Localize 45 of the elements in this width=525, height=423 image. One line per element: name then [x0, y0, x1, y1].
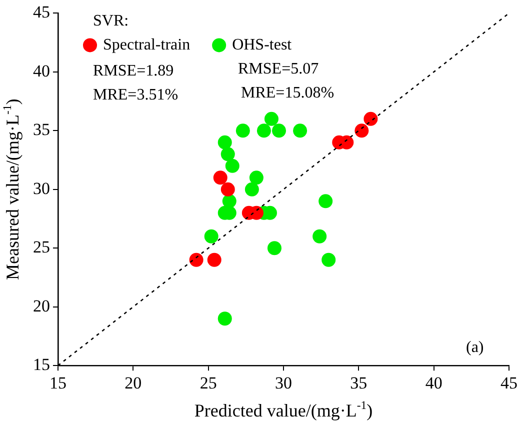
point — [236, 124, 250, 138]
x-tick-label: 15 — [50, 373, 66, 392]
legend-label: OHS-test — [232, 36, 292, 54]
annotation: RMSE=5.07 — [238, 60, 319, 78]
y-tick-label: 15 — [33, 355, 50, 374]
point — [318, 194, 333, 208]
point — [218, 135, 232, 150]
point — [218, 312, 232, 326]
point — [293, 124, 308, 138]
point — [267, 241, 282, 256]
y-tick-label: 25 — [33, 238, 50, 257]
point — [213, 170, 228, 185]
point — [354, 124, 369, 138]
point — [204, 229, 218, 244]
x-tick-label: 25 — [200, 373, 217, 392]
y-tick-label: 35 — [33, 120, 50, 140]
point — [256, 124, 271, 138]
y-tick-label: 45 — [33, 2, 50, 22]
y-tick-label: 20 — [33, 296, 50, 316]
x-tick-label: 20 — [124, 373, 142, 392]
y-tick-label: 40 — [33, 61, 50, 80]
point — [322, 252, 336, 267]
point — [220, 147, 235, 162]
y-axis-title: Measured value/(mg·L-1) — [0, 98, 23, 280]
point — [225, 158, 240, 173]
x-tick-label: 40 — [425, 373, 442, 392]
x-tick-label: 45 — [500, 373, 518, 392]
point — [207, 252, 222, 267]
point — [244, 182, 259, 196]
legend-label: Spectral-train — [103, 36, 190, 54]
point — [220, 182, 235, 196]
point — [272, 124, 286, 138]
x-tick-label: 30 — [275, 373, 292, 392]
annotation: MRE=15.08% — [241, 84, 334, 102]
point — [312, 229, 327, 244]
annotation: RMSE=1.89 — [93, 62, 174, 80]
annotation: (a) — [466, 338, 484, 356]
legend-title: SVR: — [93, 12, 129, 30]
point — [364, 112, 378, 126]
point — [249, 170, 264, 185]
y-tick-label: 30 — [33, 178, 50, 198]
point — [189, 252, 204, 267]
x-tick-label: 35 — [350, 373, 368, 392]
point — [264, 112, 278, 126]
annotation: MRE=3.51% — [93, 86, 178, 104]
